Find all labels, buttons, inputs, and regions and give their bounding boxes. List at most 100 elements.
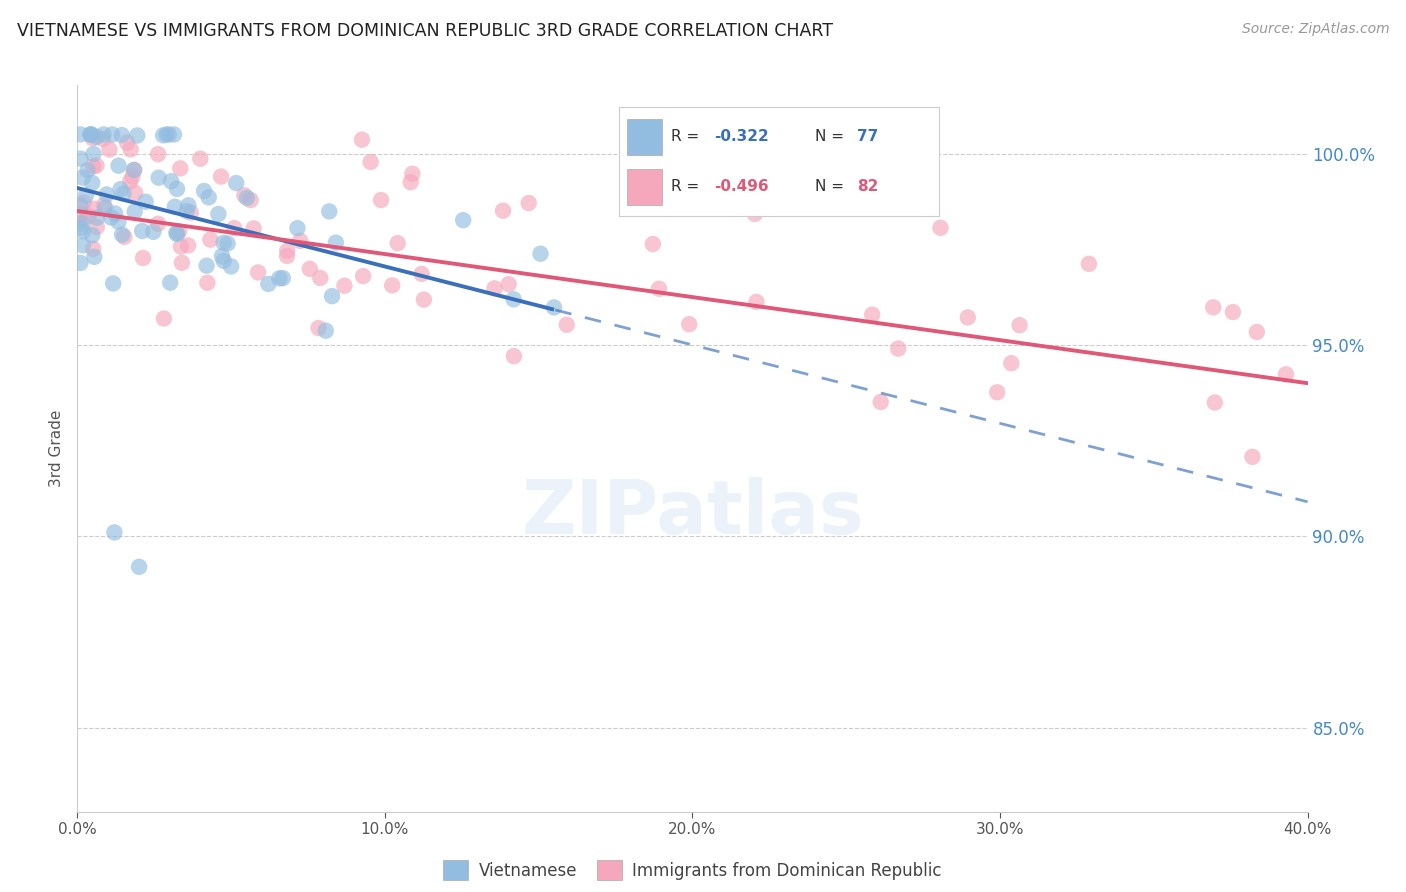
Point (1275, 368, 1298, 382)
Point (86, 159, 108, 173)
Point (111, 128, 134, 142)
Point (69, 221, 91, 235)
Point (298, 261, 321, 276)
Point (492, 203, 515, 218)
Point (79, 128, 101, 142)
Point (502, 349, 524, 363)
Point (641, 237, 664, 252)
Point (93, 198, 115, 212)
Point (120, 142, 142, 156)
Text: -0.322: -0.322 (714, 129, 769, 144)
Point (80, 128, 103, 142)
Point (290, 234, 312, 248)
Point (224, 221, 246, 235)
Point (156, 128, 179, 142)
Point (411, 267, 433, 281)
Point (98, 143, 121, 157)
Point (127, 128, 149, 143)
Point (333, 278, 356, 293)
Point (177, 198, 200, 212)
Point (193, 184, 215, 198)
Text: VIETNAMESE VS IMMIGRANTS FROM DOMINICAN REPUBLIC 3RD GRADE CORRELATION CHART: VIETNAMESE VS IMMIGRANTS FROM DOMINICAN … (17, 22, 832, 40)
Point (986, 385, 1008, 400)
Point (121, 169, 143, 184)
Point (124, 204, 146, 219)
Text: 82: 82 (856, 179, 879, 194)
Point (69, 152, 91, 166)
Point (69, 128, 91, 142)
Point (399, 175, 422, 189)
Point (94, 201, 117, 215)
Point (318, 204, 340, 219)
Point (1202, 301, 1225, 315)
Point (115, 136, 138, 150)
Text: Source: ZipAtlas.com: Source: ZipAtlas.com (1241, 22, 1389, 37)
Point (124, 186, 146, 200)
Point (91, 132, 114, 146)
Point (484, 281, 506, 295)
Text: N =: N = (815, 129, 849, 144)
Point (166, 182, 188, 196)
Point (239, 193, 262, 207)
Point (69, 211, 91, 226)
Point (370, 193, 392, 207)
Point (744, 207, 766, 221)
Point (1077, 257, 1099, 271)
Point (159, 276, 181, 290)
Point (956, 310, 979, 325)
Point (308, 321, 330, 335)
Point (233, 188, 256, 202)
Point (77, 209, 100, 223)
Point (73, 195, 96, 210)
Point (157, 128, 180, 142)
Point (555, 318, 578, 332)
Point (86, 211, 108, 225)
Point (236, 191, 259, 205)
Point (120, 174, 142, 188)
Point (212, 253, 235, 268)
Point (498, 277, 520, 292)
Point (170, 256, 193, 270)
Point (110, 182, 132, 196)
Point (887, 342, 910, 356)
Point (70, 207, 93, 221)
Point (287, 221, 309, 235)
Point (152, 128, 174, 143)
Point (72, 238, 94, 252)
Text: N =: N = (815, 179, 849, 194)
Point (180, 205, 202, 219)
Point (1008, 318, 1031, 333)
Point (1246, 325, 1268, 339)
Point (83, 202, 105, 216)
Point (128, 559, 150, 574)
Point (148, 170, 170, 185)
FancyBboxPatch shape (627, 119, 662, 154)
Point (166, 227, 188, 241)
Point (315, 324, 337, 338)
Point (197, 190, 219, 204)
Text: R =: R = (672, 129, 704, 144)
Point (225, 176, 247, 190)
Point (1000, 356, 1022, 370)
Point (309, 271, 332, 285)
Point (257, 277, 280, 291)
Point (412, 293, 434, 307)
Point (103, 525, 125, 540)
Point (352, 268, 374, 283)
Point (517, 196, 540, 211)
Point (76, 163, 98, 178)
Point (72, 224, 94, 238)
Point (82, 228, 104, 243)
Point (451, 213, 474, 227)
Point (72, 170, 94, 185)
Point (146, 217, 169, 231)
Point (163, 200, 186, 214)
Point (96, 187, 118, 202)
Legend: Vietnamese, Immigrants from Dominican Republic: Vietnamese, Immigrants from Dominican Re… (437, 854, 948, 887)
Point (142, 225, 165, 239)
Point (381, 278, 404, 293)
Point (325, 235, 347, 250)
Point (101, 277, 124, 291)
Point (82, 242, 104, 256)
Text: -0.496: -0.496 (714, 179, 769, 194)
